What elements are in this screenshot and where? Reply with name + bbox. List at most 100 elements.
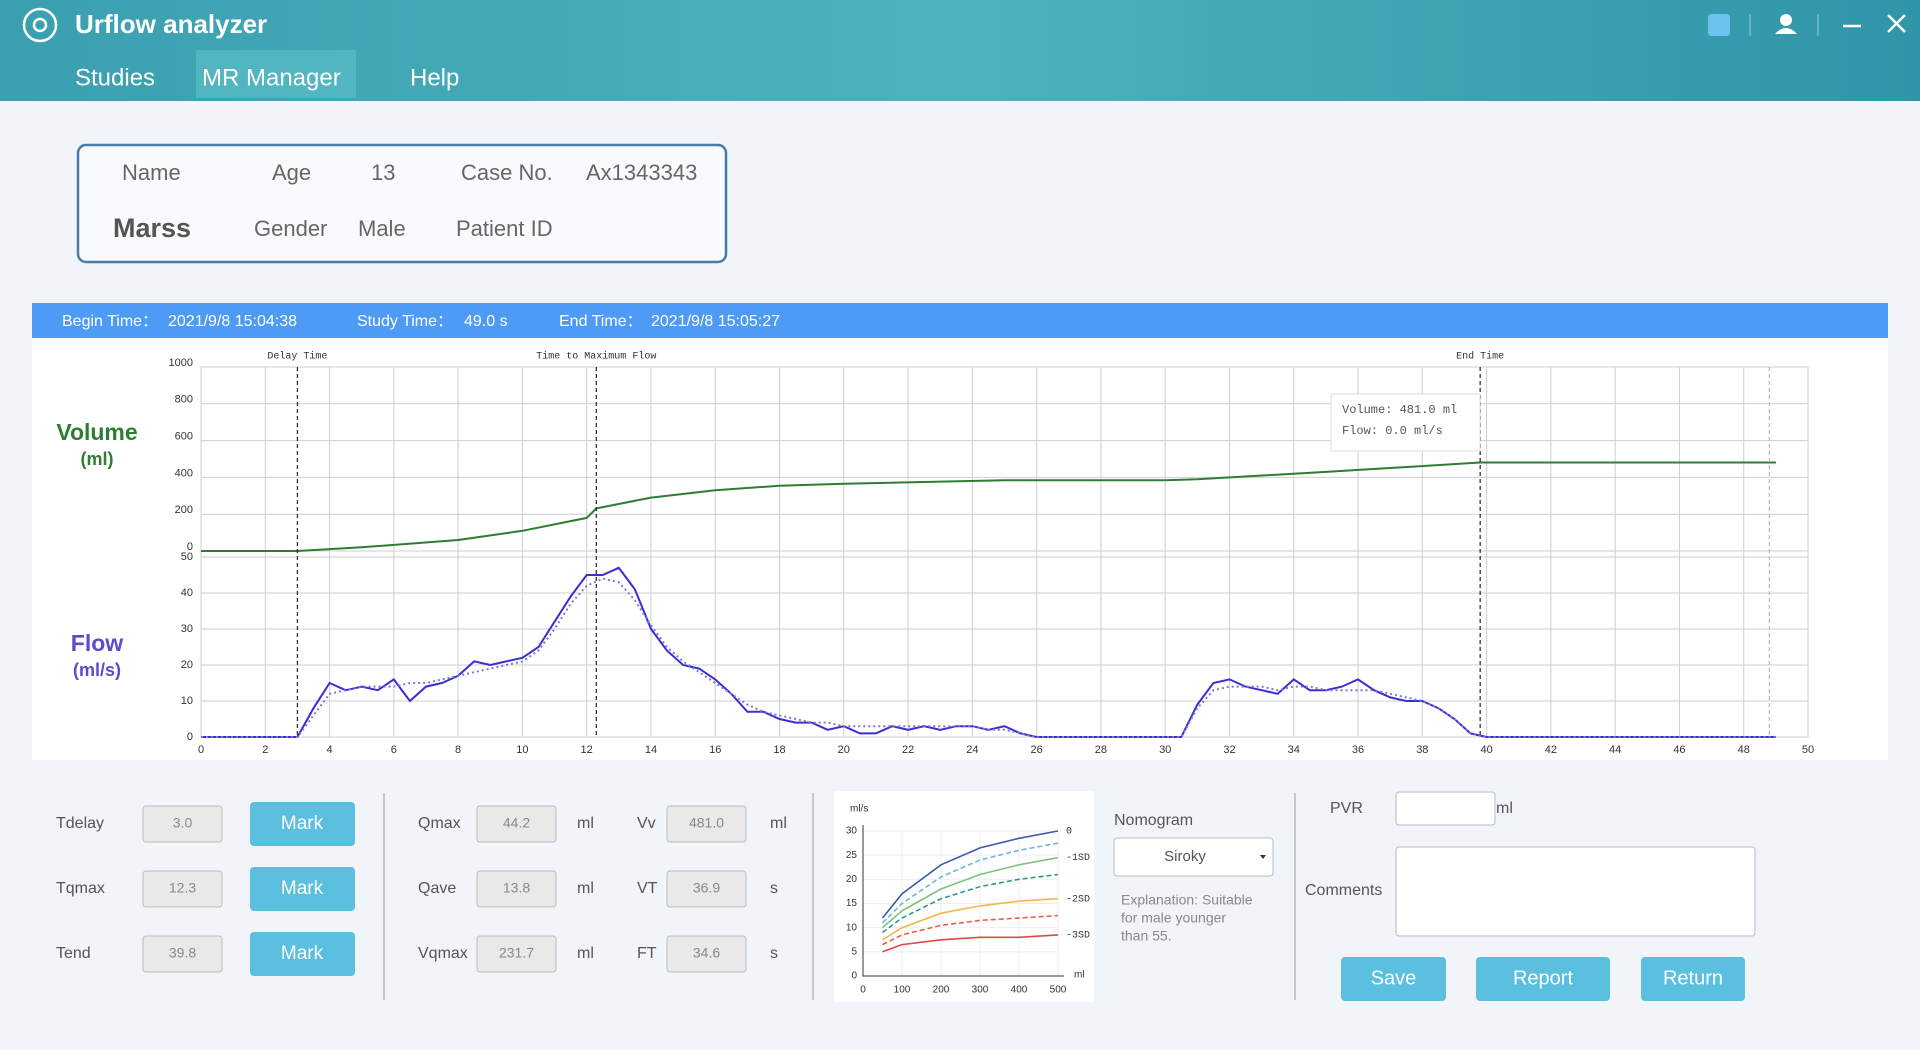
y-tick-label: 50 (181, 551, 193, 563)
x-tick-label: 200 (933, 985, 950, 996)
axis-title: ml/s (850, 804, 868, 815)
menu-item[interactable]: Help (410, 64, 459, 91)
y-tick-label: 5 (851, 946, 857, 957)
input-value: 44.2 (503, 815, 530, 831)
x-tick-label: 400 (1011, 985, 1028, 996)
field-value: Male (358, 216, 406, 241)
x-tick-label: 8 (455, 744, 461, 756)
explanation-text: Explanation: Suitable (1121, 892, 1253, 908)
x-tick-label: 300 (972, 985, 989, 996)
input-value: 13.8 (503, 880, 530, 896)
param-unit: ml (577, 880, 594, 897)
axis-title: ml (1074, 970, 1085, 981)
input-value: 12.3 (169, 880, 196, 896)
field-label: Name (122, 160, 181, 185)
param-label: Tend (56, 945, 91, 962)
y-tick-label: 600 (175, 431, 193, 443)
study-bar (32, 303, 1888, 338)
x-tick-label: 36 (1352, 744, 1364, 756)
x-tick-label: 12 (581, 744, 593, 756)
link-icon[interactable] (1708, 14, 1730, 36)
button-label[interactable]: Return (1663, 967, 1723, 989)
param-label: Tqmax (56, 880, 105, 897)
input-value: 36.9 (693, 880, 720, 896)
explanation-text: than 55. (1121, 928, 1172, 944)
x-tick-label: 30 (1159, 744, 1171, 756)
button-label[interactable]: Report (1513, 967, 1573, 989)
y-tick-label: 15 (846, 898, 858, 909)
y-tick-label: 0 (851, 971, 857, 982)
y-tick-label: 30 (846, 826, 858, 837)
y-tick-label: 20 (181, 659, 193, 671)
param-unit: s (770, 880, 778, 897)
study-info: 2021/9/8 15:05:27 (651, 313, 780, 330)
study-info: Study Time： (357, 313, 453, 330)
x-tick-label: 48 (1738, 744, 1750, 756)
x-tick-label: 32 (1223, 744, 1235, 756)
comments-label: Comments (1305, 882, 1382, 899)
menu-item[interactable]: Studies (75, 64, 155, 91)
x-tick-label: 20 (838, 744, 850, 756)
x-tick-label: 500 (1050, 985, 1067, 996)
y-tick-label: 40 (181, 587, 193, 599)
param-label: FT (637, 945, 657, 962)
field-label: Age (272, 160, 311, 185)
x-tick-label: 10 (516, 744, 528, 756)
study-info: Begin Time： (62, 313, 158, 330)
patient-name: Marss (113, 213, 191, 243)
x-tick-label: 26 (1031, 744, 1043, 756)
button-label[interactable]: Mark (281, 878, 324, 899)
button-label[interactable]: Mark (281, 813, 324, 834)
study-info: End Time： (559, 313, 643, 330)
input-value: 34.6 (693, 945, 720, 961)
x-tick-label: 100 (894, 985, 911, 996)
app-title: Urflow analyzer (75, 9, 267, 39)
input-value: 39.8 (169, 945, 196, 961)
param-label: Qmax (418, 815, 461, 832)
axis-unit: (ml/s) (73, 660, 121, 680)
field-value: 13 (371, 160, 395, 185)
study-info: 2021/9/8 15:04:38 (168, 313, 297, 330)
x-tick-label: 50 (1802, 744, 1814, 756)
button-label[interactable]: Mark (281, 943, 324, 964)
marker-label: Time to Maximum Flow (536, 351, 656, 363)
field-value: Ax1343343 (586, 160, 697, 185)
study-info: 49.0 s (464, 313, 508, 330)
x-tick-label: 28 (1095, 744, 1107, 756)
axis-title: Volume (56, 419, 137, 445)
legend-label: 0 (1066, 827, 1072, 838)
x-tick-label: 6 (391, 744, 397, 756)
x-tick-label: 4 (326, 744, 332, 756)
select-value[interactable]: Siroky (1164, 848, 1206, 865)
chart-panel (32, 338, 1888, 760)
menu-item[interactable]: MR Manager (202, 64, 341, 91)
field-label: Case No. (461, 160, 553, 185)
y-tick-label: 800 (175, 394, 193, 406)
comments-input[interactable] (1396, 847, 1755, 936)
param-label: VT (637, 880, 658, 897)
pvr-unit: ml (1496, 800, 1513, 817)
x-tick-label: 18 (773, 744, 785, 756)
x-tick-label: 44 (1609, 744, 1621, 756)
x-tick-label: 0 (860, 985, 866, 996)
field-label: Patient ID (456, 216, 553, 241)
y-tick-label: 0 (187, 731, 193, 743)
nomogram-panel (834, 791, 1094, 1002)
y-tick-label: 30 (181, 623, 193, 635)
axis-title: Flow (71, 630, 123, 656)
x-tick-label: 38 (1416, 744, 1428, 756)
x-tick-label: 22 (902, 744, 914, 756)
pvr-label: PVR (1330, 800, 1363, 817)
button-label[interactable]: Save (1371, 967, 1417, 989)
tooltip-text: Flow: 0.0 ml/s (1342, 424, 1443, 438)
pvr-input[interactable] (1396, 792, 1495, 825)
param-label: Vqmax (418, 945, 468, 962)
x-tick-label: 46 (1673, 744, 1685, 756)
y-tick-label: 200 (175, 504, 193, 516)
x-tick-label: 2 (262, 744, 268, 756)
legend-label: -1SD (1066, 853, 1090, 864)
nomogram-label: Nomogram (1114, 812, 1193, 829)
y-tick-label: 400 (175, 467, 193, 479)
